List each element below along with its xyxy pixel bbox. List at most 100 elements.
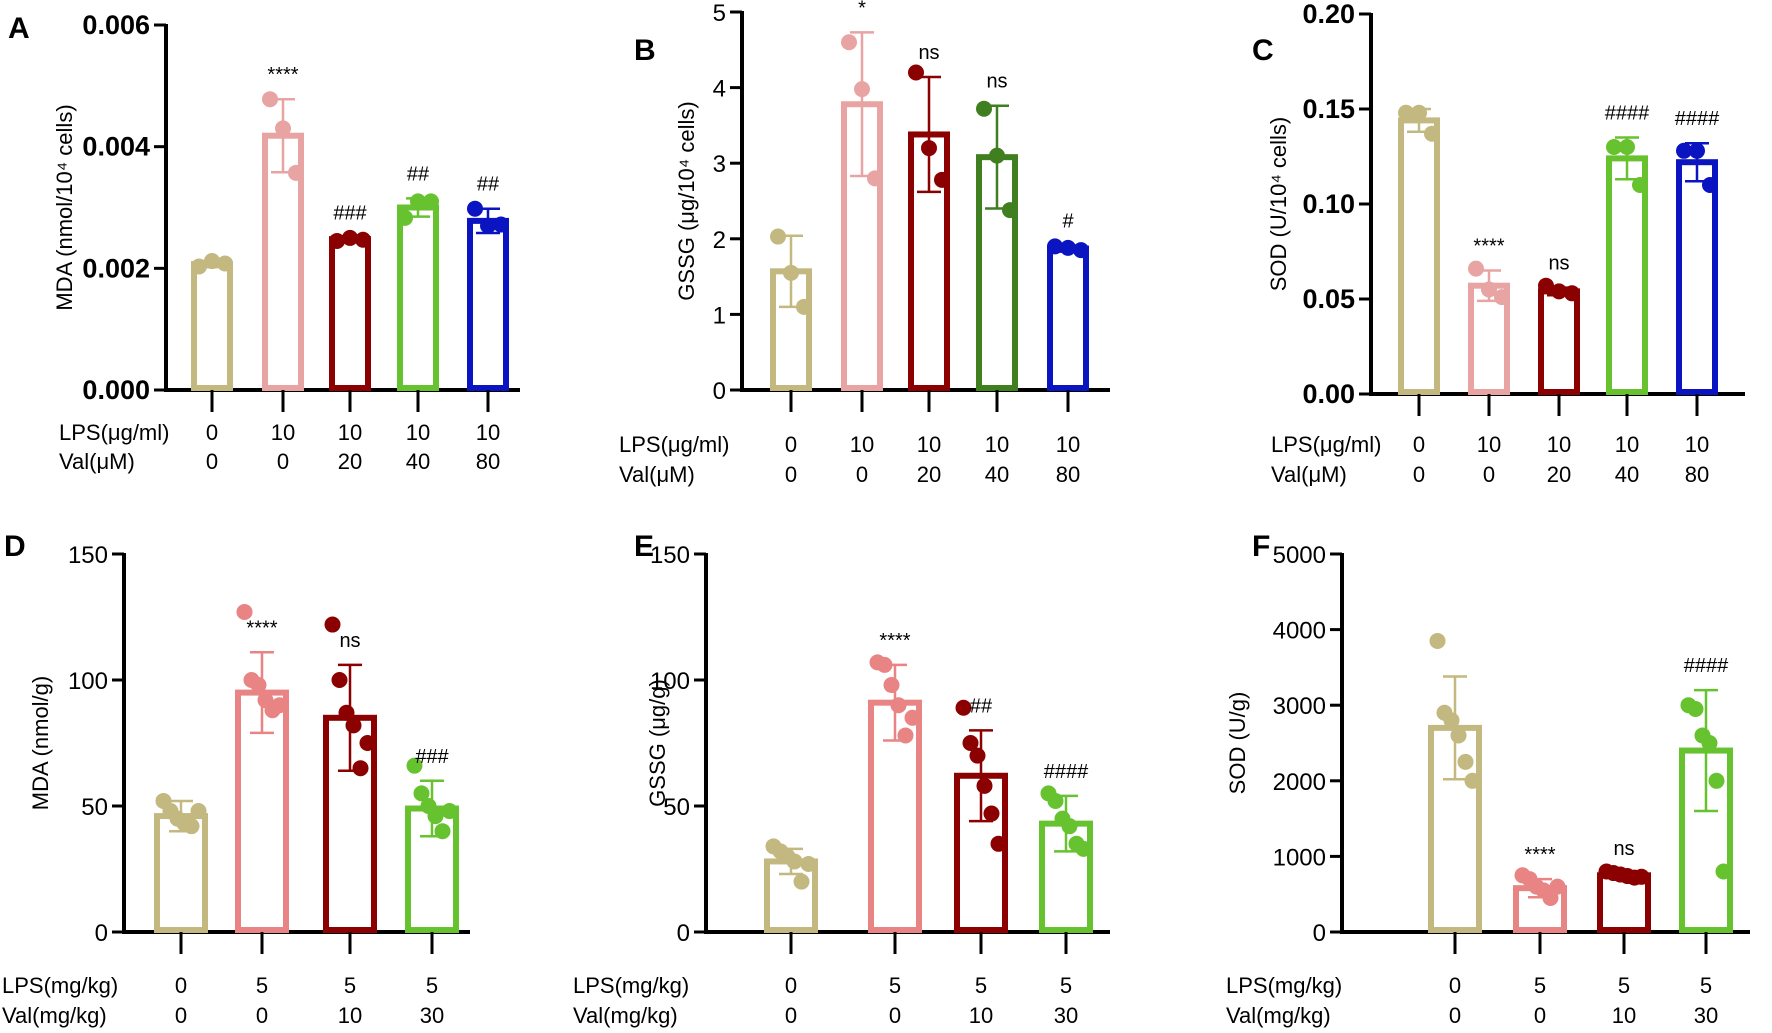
data-point: [890, 697, 907, 714]
y-tick-label: 3: [713, 151, 726, 178]
condition-value: 10: [969, 1003, 993, 1028]
condition-value: 20: [1547, 462, 1571, 487]
data-point: [770, 228, 786, 245]
panel-letter: C: [1252, 34, 1274, 67]
bar: [329, 236, 371, 391]
condition-value: 0: [785, 432, 797, 457]
bar: [397, 204, 439, 391]
significance-label: ns: [339, 630, 360, 652]
bar: [467, 217, 509, 391]
data-point: [397, 209, 413, 226]
y-axis-label: GSSG (μg/g): [645, 679, 670, 807]
data-point: [250, 677, 267, 694]
data-point: [1398, 104, 1414, 121]
data-point: [423, 193, 439, 210]
y-tick-label: 1: [713, 302, 726, 329]
significance-label: ****: [246, 617, 277, 639]
condition-value: 10: [338, 1003, 362, 1028]
data-point: [876, 656, 893, 673]
data-point: [1481, 281, 1497, 298]
panel-letter: F: [1252, 530, 1270, 563]
significance-label: ####: [1675, 108, 1720, 130]
condition-value: 5: [1618, 973, 1630, 998]
y-tick-label: 0.05: [1302, 284, 1355, 314]
condition-value: 80: [1685, 462, 1709, 487]
condition-label: Val(mg/kg): [2, 1003, 107, 1028]
condition-value: 0: [1449, 973, 1461, 998]
data-point: [976, 100, 992, 117]
y-tick-label: 0.15: [1302, 94, 1355, 124]
data-point: [989, 147, 1005, 164]
y-tick-label: 0: [1313, 920, 1326, 947]
bar: [1606, 155, 1648, 395]
condition-value: 0: [889, 1003, 901, 1028]
y-tick-label: 100: [650, 668, 690, 695]
data-point: [1060, 239, 1076, 256]
panel-letter: D: [4, 530, 26, 563]
data-point: [359, 735, 376, 751]
condition-value: 0: [175, 1003, 187, 1028]
data-point: [338, 704, 355, 721]
condition-value: 30: [1694, 1003, 1718, 1028]
data-point: [934, 171, 950, 188]
condition-label: LPS(mg/kg): [1226, 973, 1342, 998]
data-point: [427, 808, 444, 825]
condition-label: Val(mg/kg): [1226, 1003, 1331, 1028]
data-point: [217, 255, 233, 272]
significance-label: ****: [879, 630, 910, 652]
data-point: [1457, 753, 1474, 770]
y-tick-label: 2000: [1273, 769, 1326, 796]
data-point: [976, 777, 993, 794]
data-point: [1619, 139, 1635, 155]
data-point: [854, 81, 870, 98]
y-tick-label: 0.000: [82, 375, 150, 405]
y-tick-label: 150: [68, 542, 108, 569]
condition-label: LPS(mg/kg): [2, 973, 118, 998]
data-point: [1689, 142, 1705, 159]
significance-label: ****: [1473, 236, 1504, 258]
data-point: [867, 170, 883, 187]
condition-value: 10: [1056, 432, 1080, 457]
data-point: [480, 217, 496, 234]
condition-label: LPS(μg/ml): [59, 420, 169, 445]
y-tick-label: 5000: [1273, 542, 1326, 569]
data-point: [324, 616, 341, 633]
condition-value: 0: [785, 1003, 797, 1028]
condition-value: 5: [889, 973, 901, 998]
data-point: [1549, 878, 1566, 895]
condition-value: 10: [1547, 432, 1571, 457]
data-point: [204, 253, 220, 270]
data-point: [262, 91, 278, 108]
data-point: [1424, 125, 1440, 142]
data-point: [1047, 792, 1064, 809]
condition-label: LPS(mg/kg): [573, 973, 689, 998]
data-point: [413, 785, 430, 802]
data-point: [904, 709, 921, 726]
condition-value: 0: [206, 420, 218, 445]
bar: [1047, 245, 1089, 391]
data-point: [990, 835, 1007, 852]
significance-label: ns: [1548, 253, 1569, 275]
data-point: [331, 672, 348, 688]
y-axis-label: MDA (nmol/10⁴ cells): [52, 104, 77, 310]
condition-value: 5: [1060, 973, 1072, 998]
condition-value: 10: [1685, 432, 1709, 457]
data-point: [841, 34, 857, 51]
data-point: [434, 823, 451, 840]
condition-value: 20: [338, 449, 362, 474]
bar: [154, 813, 208, 934]
data-point: [786, 853, 803, 870]
y-tick-label: 0.20: [1302, 0, 1355, 29]
panel-a: A 0.000 0.002 0.004 0.006 MDA (nmol/10⁴ cells…: [8, 10, 520, 474]
data-point: [183, 818, 200, 835]
y-tick-label: 50: [81, 794, 108, 821]
condition-value: 0: [785, 462, 797, 487]
significance-label: ##: [477, 174, 500, 196]
panel-f: F 0 1000 2000 3000 4000 5000 SOD (U/g) 0 0 **** 5 0 n…: [1225, 530, 1750, 1028]
significance-label: ###: [333, 202, 367, 224]
data-point: [467, 200, 483, 217]
significance-label: *: [858, 0, 866, 19]
y-tick-label: 0.004: [82, 132, 150, 162]
data-point: [1047, 238, 1063, 255]
condition-value: 0: [256, 1003, 268, 1028]
